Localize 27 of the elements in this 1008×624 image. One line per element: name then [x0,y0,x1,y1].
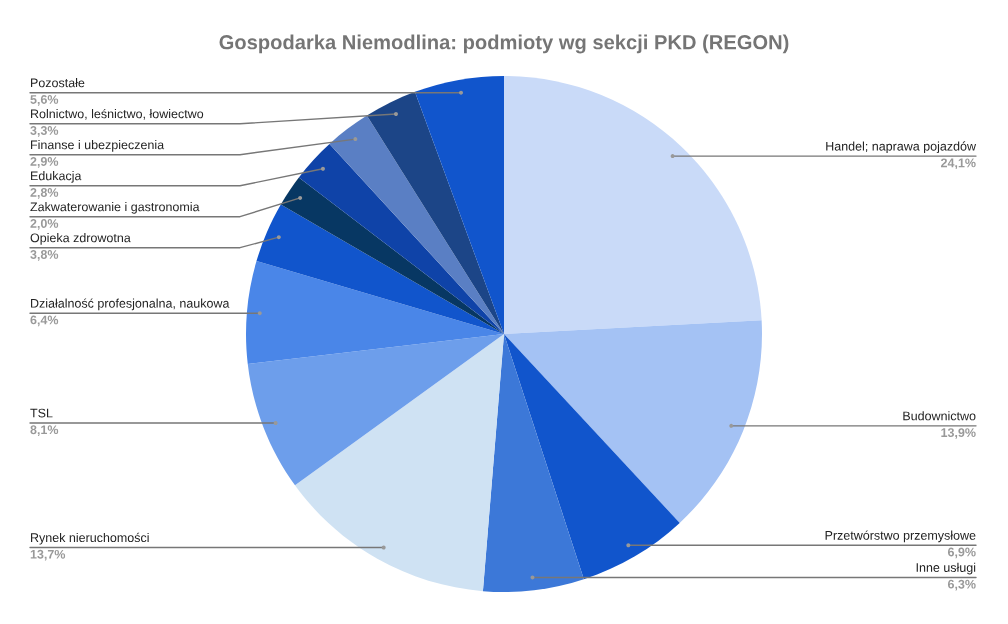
slice-label: Inne usługi [916,562,976,575]
data-label: 13,7% [30,549,66,561]
data-label: 13,9% [941,428,976,439]
data-label: 24,1% [940,158,976,170]
data-label: 2,8% [30,188,59,199]
slice-label: TSL [30,408,53,418]
slice-label: Finanse i ubezpieczenia [31,140,165,152]
slice-label: Rolnictwo, leśnictwo, łowiectwo [31,108,204,120]
data-label: 6,3% [947,579,976,591]
data-label: 3,8% [30,250,59,261]
slice-label: Budownictwo [903,411,976,421]
slice-label: Działalność profesjonalna, naukowa [31,298,230,311]
chart-title: Gospodarka Niemodlina: podmioty wg sekcji PKD (REGON) [219,34,789,54]
data-label: 6,4% [30,315,59,327]
data-label: 2,9% [30,157,59,168]
slice-label: Opieka zdrowotna [30,233,131,245]
slice-label: Pozostałe [31,78,85,88]
slice-label: Edukacja [31,171,82,183]
data-label: 3,3% [30,126,59,137]
slice-label: Rynek nieruchomości [31,532,149,545]
slice-label: Handel; naprawa pojazdów [826,141,977,154]
data-label: 5,6% [30,95,59,106]
slice-label: Zakwaterowanie i gastronomia [30,202,200,214]
slice-label: Przetwórstwo przemysłowe [825,530,976,543]
data-label: 6,9% [947,547,976,559]
data-label: 2,0% [30,219,59,230]
data-label: 8,1% [30,425,59,436]
